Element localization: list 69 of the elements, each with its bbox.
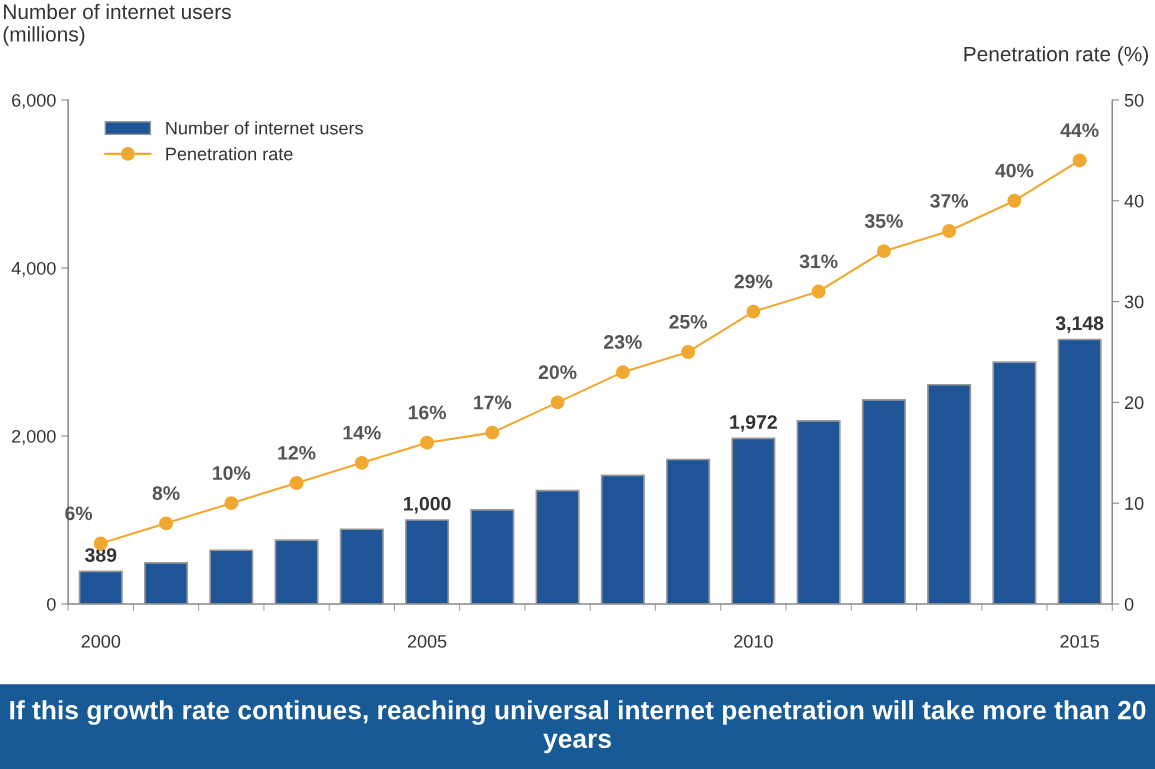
bar	[731, 437, 776, 604]
point	[224, 496, 239, 511]
point	[811, 284, 826, 299]
y-axis-title: Number of internet users (millions)	[3, 3, 231, 46]
point	[1072, 153, 1087, 168]
bar	[274, 539, 319, 604]
bar	[78, 570, 123, 604]
y-tick-label: 6,000	[12, 93, 56, 109]
point	[615, 365, 630, 380]
data-label: 23%	[604, 335, 642, 349]
point	[354, 455, 369, 470]
bar	[796, 420, 841, 604]
x-tick-label: 2005	[407, 635, 447, 648]
text: If this growth rate continues, reaching universal internet penetration will take more than 20 years	[10, 700, 1146, 754]
data-label: 3,148	[1055, 316, 1104, 333]
data-label: 389	[85, 548, 117, 562]
y-tick-label: 0	[47, 597, 56, 611]
bar	[861, 399, 906, 604]
data-label: 17%	[474, 395, 512, 410]
data-label: 40%	[995, 163, 1034, 178]
data-label: 31%	[799, 254, 838, 269]
legend-label: Penetration rate	[166, 147, 293, 161]
data-label: 16%	[408, 405, 447, 420]
data-label: 8%	[152, 486, 180, 501]
bar	[143, 561, 189, 604]
bar	[405, 519, 450, 604]
y2-tick-label: 30	[1124, 295, 1144, 309]
y2-tick-label: 50	[1124, 93, 1144, 107]
data-label: 25%	[669, 314, 708, 329]
point	[485, 425, 500, 440]
point	[746, 304, 761, 319]
point	[420, 435, 435, 450]
point	[1007, 193, 1022, 208]
point	[289, 476, 304, 490]
y2-tick-label: 10	[1125, 497, 1144, 510]
data-label: 20%	[538, 365, 577, 380]
x-tick-label: 2010	[734, 635, 773, 648]
point	[159, 516, 173, 531]
bar	[470, 509, 515, 604]
point	[550, 395, 565, 410]
data-label: 1,972	[730, 415, 777, 432]
bar	[209, 549, 254, 604]
data-label: 37%	[930, 193, 969, 208]
data-label: 10%	[213, 466, 251, 480]
point	[942, 224, 957, 238]
bar	[992, 361, 1037, 604]
bar	[600, 474, 645, 604]
legend-label: Number of internet users	[166, 121, 363, 135]
x-tick-label: 2015	[1060, 635, 1099, 648]
y2-tick-label: 0	[1124, 597, 1134, 611]
x-tick-label: 2000	[81, 635, 121, 648]
data-label: 14%	[343, 425, 381, 440]
point	[681, 345, 696, 359]
bar	[666, 458, 711, 604]
bar	[927, 383, 972, 604]
y2-tick-label: 20	[1124, 396, 1144, 410]
data-label: 44%	[1060, 123, 1099, 138]
bar	[1057, 338, 1102, 604]
data-label: 12%	[278, 445, 316, 460]
data-label: 1,000	[403, 496, 451, 514]
y2-axis-title: Penetration rate (%)	[964, 46, 1148, 66]
bar	[535, 489, 580, 604]
y2-tick-label: 40	[1124, 194, 1144, 208]
bar	[339, 528, 384, 604]
point	[876, 244, 891, 259]
data-label: 35%	[864, 214, 903, 228]
y-tick-label: 4,000	[11, 261, 56, 277]
data-label: 29%	[734, 274, 773, 289]
y-tick-label: 2,000	[12, 429, 56, 445]
